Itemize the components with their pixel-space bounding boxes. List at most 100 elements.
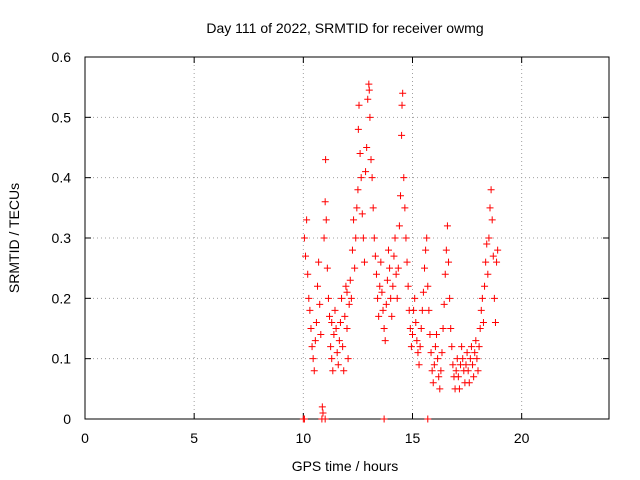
data-point [424,282,432,290]
data-point [334,361,342,369]
data-point [367,156,375,164]
data-point [484,270,492,278]
data-point [406,325,414,332]
data-point [482,258,490,266]
data-point [348,246,356,254]
data-point [445,258,453,266]
data-point [412,318,420,326]
data-point [340,367,348,375]
data-point [425,306,433,314]
data-point [335,337,343,345]
data-point [390,252,398,260]
data-point [394,264,402,272]
data-point [354,125,362,133]
data-point [386,264,394,272]
data-point [439,325,447,332]
data-point [343,288,351,296]
axis-ticks: 0 5 10 15 20 0 0.1 0.2 0.3 0.4 0.5 0.6 [52,49,609,446]
data-point [339,343,347,351]
data-point [446,294,454,302]
data-point [396,192,404,200]
data-point [449,361,457,369]
data-point [358,210,366,218]
data-point [372,270,380,278]
data-point [309,355,317,363]
data-point [409,331,416,339]
data-point [469,361,477,369]
data-point [475,343,483,351]
data-point [433,331,441,339]
data-point [336,318,344,326]
data-point [392,270,400,278]
data-point [441,270,449,278]
data-point [322,156,330,164]
data-point [322,216,330,224]
data-point [310,367,318,375]
data-point [355,101,363,109]
data-point [454,373,462,381]
data-point [416,343,424,351]
data-point [474,367,482,375]
data-point [471,349,479,357]
x-tick-label: 15 [405,430,421,446]
data-point [459,355,467,363]
data-point [323,264,331,272]
data-point [328,318,336,326]
data-point [434,355,442,363]
data-point [473,355,481,363]
data-point [479,318,487,326]
data-point [360,258,368,266]
data-point [452,367,460,375]
data-point [353,204,361,212]
data-point [377,258,385,266]
data-point [344,355,352,363]
data-point [428,367,436,375]
data-point [489,252,497,260]
data-point [319,409,327,417]
y-tick-label: 0.3 [52,230,72,246]
data-point [401,204,409,212]
data-point [375,312,383,320]
data-point [421,264,429,272]
data-point [415,361,423,369]
data-point [330,331,338,339]
data-point [307,325,315,332]
data-point [318,403,326,411]
data-point [485,234,493,242]
data-point [384,246,392,254]
data-point [413,337,421,345]
data-point [369,204,377,212]
data-point [300,415,308,423]
data-point [403,258,411,266]
data-point [351,264,359,272]
data-point [455,385,463,393]
data-point [379,306,387,314]
data-point [338,294,346,302]
data-point [490,294,498,302]
data-point [317,331,325,339]
data-point [378,288,386,296]
data-point [345,300,353,308]
data-point [302,252,310,260]
data-point [365,86,373,94]
data-point [419,288,427,296]
y-axis-label: SRMTID / TECUs [6,183,22,293]
data-point [465,379,473,387]
data-point [321,415,329,423]
data-point [422,246,430,254]
data-point [333,349,341,357]
data-point [407,343,415,351]
data-point [400,174,408,182]
data-point [447,325,455,332]
data-point [321,198,329,206]
data-point [350,216,358,224]
data-point [399,89,407,97]
grid [85,57,609,419]
data-points [299,80,502,423]
data-point [342,282,350,290]
data-point [478,294,486,302]
data-point [423,234,431,242]
data-point [354,186,362,194]
data-point [357,174,365,182]
data-point [463,349,471,357]
